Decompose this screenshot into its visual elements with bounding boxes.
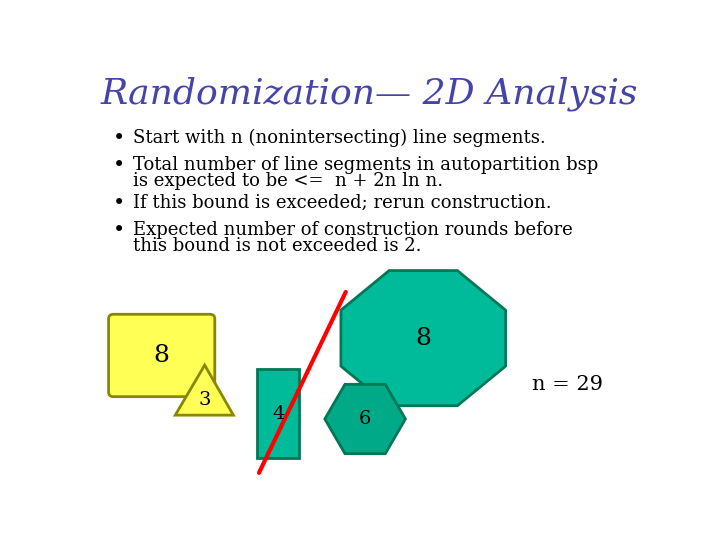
Text: If this bound is exceeded; rerun construction.: If this bound is exceeded; rerun constru… (132, 194, 552, 212)
Text: n = 29: n = 29 (532, 375, 603, 394)
Polygon shape (325, 384, 405, 454)
Text: •: • (113, 221, 125, 240)
Text: 6: 6 (359, 410, 372, 428)
Text: 8: 8 (415, 327, 431, 350)
Polygon shape (175, 365, 233, 415)
Text: •: • (113, 129, 125, 148)
Text: Randomization— 2D Analysis: Randomization— 2D Analysis (100, 77, 638, 111)
Polygon shape (341, 271, 505, 406)
FancyBboxPatch shape (109, 314, 215, 397)
Text: is expected to be <=  n + 2n ln n.: is expected to be <= n + 2n ln n. (132, 172, 443, 190)
Text: this bound is not exceeded is 2.: this bound is not exceeded is 2. (132, 237, 421, 255)
Text: •: • (113, 156, 125, 174)
Text: •: • (113, 194, 125, 213)
Text: 3: 3 (199, 391, 211, 409)
Text: 8: 8 (153, 345, 169, 367)
Bar (256, 369, 300, 457)
Text: 4: 4 (272, 404, 284, 423)
Text: Expected number of construction rounds before: Expected number of construction rounds b… (132, 221, 572, 239)
Text: Start with n (nonintersecting) line segments.: Start with n (nonintersecting) line segm… (132, 129, 545, 147)
Text: Total number of line segments in autopartition bsp: Total number of line segments in autopar… (132, 156, 598, 174)
